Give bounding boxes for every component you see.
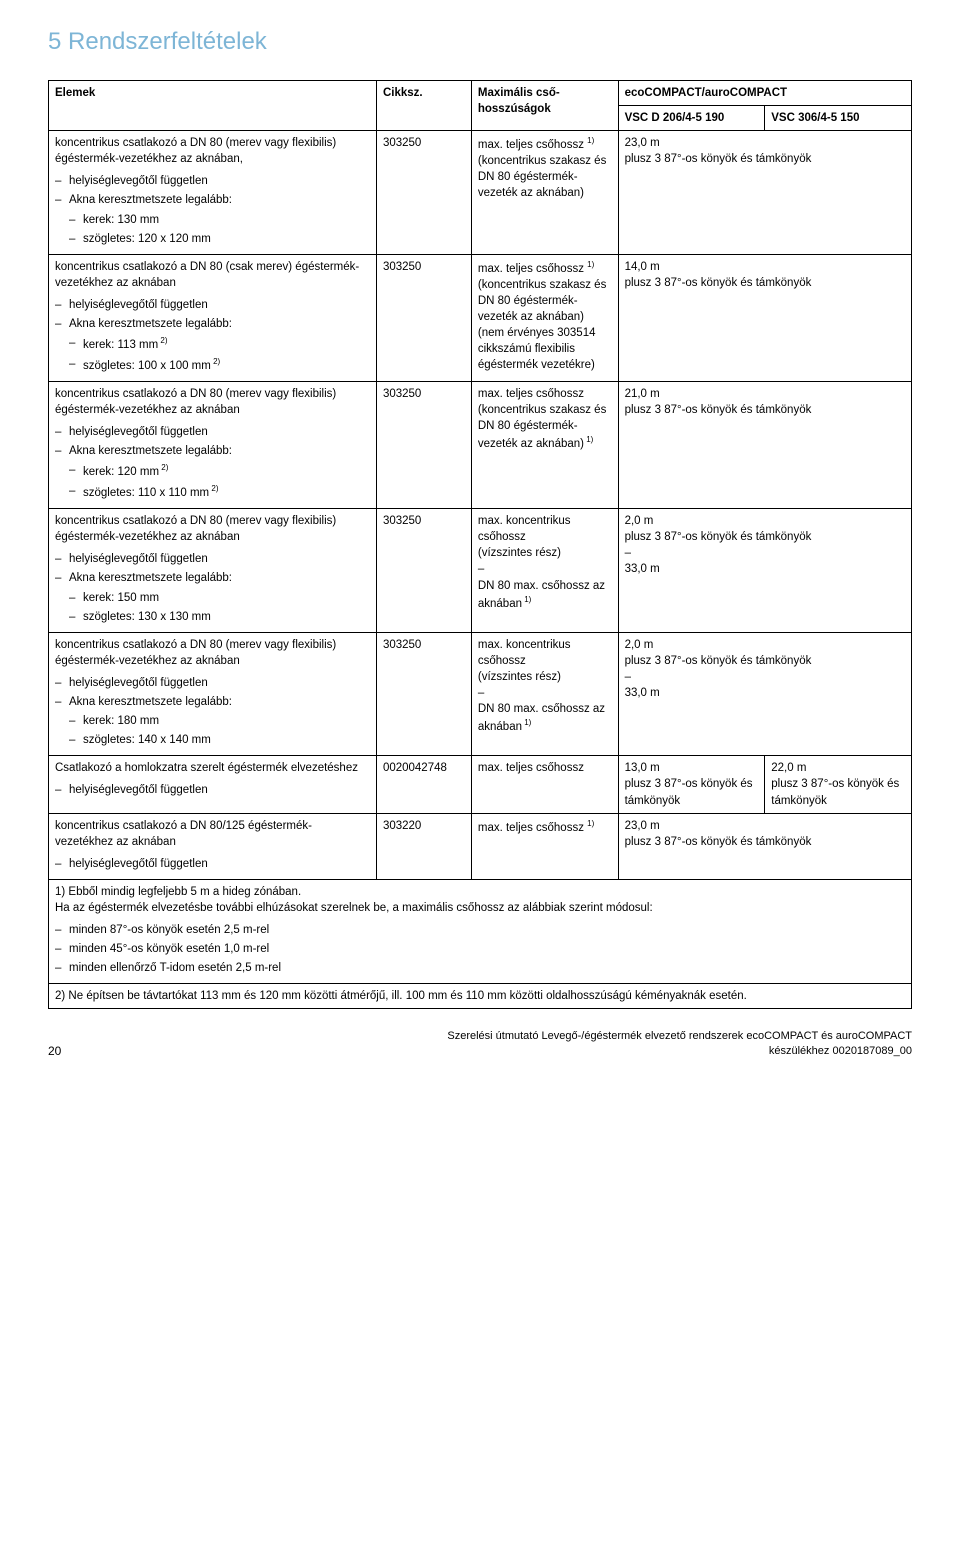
th-vsc2: VSC 306/4-5 150 — [765, 106, 912, 131]
elem-sub-inner: kerek: 113 mm 2) — [69, 335, 370, 353]
elem-cell: koncentrikus csatlakozó a DN 80 (merev v… — [49, 509, 377, 633]
footer-line2: készülékhez 0020187089_00 — [447, 1044, 912, 1058]
th-brand: ecoCOMPACT/auroCOMPACT — [618, 81, 911, 106]
elem-main: koncentrikus csatlakozó a DN 80 (csak me… — [55, 259, 370, 291]
vsc-combined-cell: 23,0 mplusz 3 87°-os könyök és támkönyök — [618, 131, 911, 255]
table-row: koncentrikus csatlakozó a DN 80 (merev v… — [49, 632, 912, 756]
table-row: Csatlakozó a homlokzatra szerelt égéster… — [49, 756, 912, 813]
elem-cell: koncentrikus csatlakozó a DN 80 (merev v… — [49, 632, 377, 756]
vsc-combined-cell: 23,0 mplusz 3 87°-os könyök és támkönyök — [618, 813, 911, 879]
elem-sub-inner: szögletes: 120 x 120 mm — [69, 231, 370, 247]
elem-sub-inner: szögletes: 110 x 110 mm 2) — [69, 483, 370, 501]
vsc-cell: 13,0 mplusz 3 87°-os könyök és támkönyök — [618, 756, 765, 813]
elem-main: koncentrikus csatlakozó a DN 80 (merev v… — [55, 386, 370, 418]
elem-sub: helyiséglevegőtől független — [55, 856, 370, 872]
elem-cell: koncentrikus csatlakozó a DN 80 (csak me… — [49, 254, 377, 381]
max-cell: max. teljes csőhossz 1)(koncentrikus sza… — [471, 131, 618, 255]
elem-main: koncentrikus csatlakozó a DN 80 (merev v… — [55, 637, 370, 669]
elem-sub: Akna keresztmetszete legalább:kerek: 130… — [55, 192, 370, 246]
vsc-cell: 22,0 mplusz 3 87°-os könyök és támkönyök — [765, 756, 912, 813]
table-row: koncentrikus csatlakozó a DN 80 (merev v… — [49, 509, 912, 633]
cikksz-cell: 303250 — [376, 509, 471, 633]
footnote-bullet: minden ellenőrző T-idom esetén 2,5 m-rel — [55, 960, 905, 976]
table-row: koncentrikus csatlakozó a DN 80 (csak me… — [49, 254, 912, 381]
max-cell: max. teljes csőhossz 1) — [471, 813, 618, 879]
elem-cell: koncentrikus csatlakozó a DN 80 (merev v… — [49, 381, 377, 508]
footnote-2: Ha az égéstermék elvezetésbe további elh… — [55, 900, 905, 916]
elem-sub-inner: szögletes: 130 x 130 mm — [69, 609, 370, 625]
elem-cell: koncentrikus csatlakozó a DN 80 (merev v… — [49, 131, 377, 255]
footnote-3: 2) Ne építsen be távtartókat 113 mm és 1… — [49, 984, 912, 1009]
elem-cell: Csatlakozó a homlokzatra szerelt égéster… — [49, 756, 377, 813]
elem-main: Csatlakozó a homlokzatra szerelt égéster… — [55, 760, 370, 776]
elem-sub-inner: szögletes: 100 x 100 mm 2) — [69, 356, 370, 374]
vsc-combined-cell: 2,0 mplusz 3 87°-os könyök és támkönyök–… — [618, 632, 911, 756]
cikksz-cell: 303250 — [376, 632, 471, 756]
cikksz-cell: 303220 — [376, 813, 471, 879]
max-cell: max. koncentrikus csőhossz(vízszintes ré… — [471, 509, 618, 633]
page-footer: 20 Szerelési útmutató Levegő-/égéstermék… — [48, 1029, 912, 1058]
footnote-bullet: minden 87°-os könyök esetén 2,5 m-rel — [55, 922, 905, 938]
th-max: Maximális cső-hosszúságok — [471, 81, 618, 131]
elem-sub: helyiséglevegőtől független — [55, 297, 370, 313]
page-number: 20 — [48, 1044, 61, 1058]
elem-sub-inner: kerek: 180 mm — [69, 713, 370, 729]
elem-sub-inner: szögletes: 140 x 140 mm — [69, 732, 370, 748]
elem-sub: helyiséglevegőtől független — [55, 675, 370, 691]
vsc-combined-cell: 14,0 mplusz 3 87°-os könyök és támkönyök — [618, 254, 911, 381]
elem-main: koncentrikus csatlakozó a DN 80 (merev v… — [55, 513, 370, 545]
elem-sub: Akna keresztmetszete legalább:kerek: 120… — [55, 443, 370, 501]
elem-main: koncentrikus csatlakozó a DN 80 (merev v… — [55, 135, 370, 167]
table-row: koncentrikus csatlakozó a DN 80 (merev v… — [49, 381, 912, 508]
elem-sub-inner: kerek: 150 mm — [69, 590, 370, 606]
th-elemek: Elemek — [49, 81, 377, 131]
footnote-1: 1) Ebből mindig legfeljebb 5 m a hideg z… — [55, 884, 905, 900]
elem-sub-inner: kerek: 120 mm 2) — [69, 462, 370, 480]
table-row: koncentrikus csatlakozó a DN 80/125 égés… — [49, 813, 912, 879]
max-cell: max. teljes csőhossz 1)(koncentrikus sza… — [471, 254, 618, 381]
elem-cell: koncentrikus csatlakozó a DN 80/125 égés… — [49, 813, 377, 879]
cikksz-cell: 303250 — [376, 254, 471, 381]
elem-sub-inner: kerek: 130 mm — [69, 212, 370, 228]
cikksz-cell: 0020042748 — [376, 756, 471, 813]
elem-sub: helyiséglevegőtől független — [55, 173, 370, 189]
cikksz-cell: 303250 — [376, 381, 471, 508]
max-cell: max. teljes csőhossz(koncentrikus szakas… — [471, 381, 618, 508]
spec-table: Elemek Cikksz. Maximális cső-hosszúságok… — [48, 80, 912, 1009]
elem-sub: helyiséglevegőtől független — [55, 551, 370, 567]
max-cell: max. koncentrikus csőhossz(vízszintes ré… — [471, 632, 618, 756]
footnote-bullet: minden 45°-os könyök esetén 1,0 m-rel — [55, 941, 905, 957]
cikksz-cell: 303250 — [376, 131, 471, 255]
vsc-combined-cell: 2,0 mplusz 3 87°-os könyök és támkönyök–… — [618, 509, 911, 633]
section-title: 5 Rendszerfeltételek — [48, 28, 912, 56]
table-row: koncentrikus csatlakozó a DN 80 (merev v… — [49, 131, 912, 255]
footnotes-top: 1) Ebből mindig legfeljebb 5 m a hideg z… — [49, 879, 912, 983]
th-vsc1: VSC D 206/4-5 190 — [618, 106, 765, 131]
elem-sub: helyiséglevegőtől független — [55, 782, 370, 798]
elem-main: koncentrikus csatlakozó a DN 80/125 égés… — [55, 818, 370, 850]
footer-line1: Szerelési útmutató Levegő-/égéstermék el… — [447, 1029, 912, 1043]
elem-sub: Akna keresztmetszete legalább:kerek: 180… — [55, 694, 370, 748]
vsc-combined-cell: 21,0 mplusz 3 87°-os könyök és támkönyök — [618, 381, 911, 508]
elem-sub: Akna keresztmetszete legalább:kerek: 113… — [55, 316, 370, 374]
elem-sub: helyiséglevegőtől független — [55, 424, 370, 440]
elem-sub: Akna keresztmetszete legalább:kerek: 150… — [55, 570, 370, 624]
max-cell: max. teljes csőhossz — [471, 756, 618, 813]
th-cikksz: Cikksz. — [376, 81, 471, 131]
